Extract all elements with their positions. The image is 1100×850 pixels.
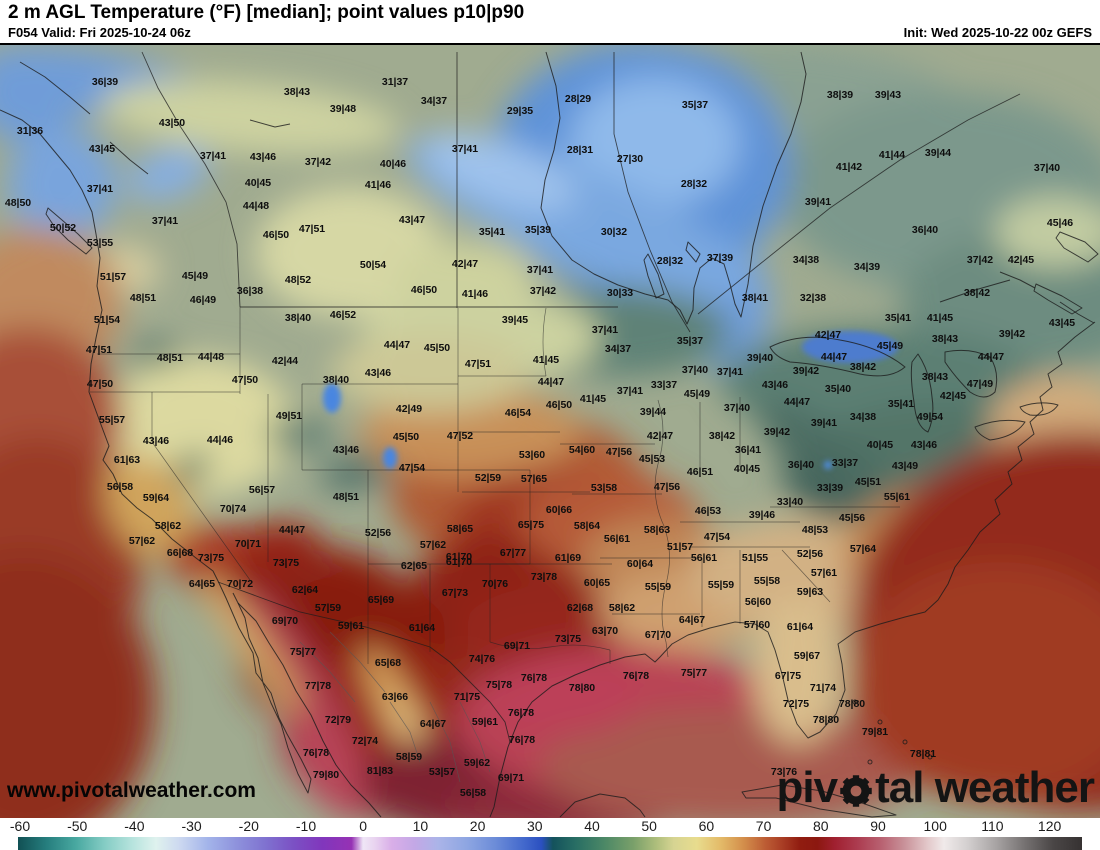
colorbar (18, 837, 1082, 850)
country-borders (141, 51, 1021, 743)
colorbar-tick-label: 100 (923, 818, 947, 834)
colorbar-tick-label: -10 (295, 818, 317, 834)
colorbar-tick-label: 0 (359, 818, 368, 834)
brand-suffix: tal weather (875, 763, 1095, 812)
colorbar-tick-label: -50 (67, 818, 88, 834)
mexico-state-borders (299, 631, 491, 783)
brand-prefix: piv (776, 763, 839, 812)
temperature-blobs (0, 45, 1100, 818)
colorbar-tick-label: 80 (813, 818, 829, 834)
init-time-label: Init: Wed 2025-10-22 00z GEFS (903, 25, 1092, 40)
colorbar-tick-label: 30 (527, 818, 543, 834)
colorbar-tick-label: 90 (870, 818, 886, 834)
page-title: 2 m AGL Temperature (°F) [median]; point… (8, 2, 525, 23)
coastlines (0, 51, 1099, 818)
colorbar-tick-label: 50 (641, 818, 657, 834)
colorbar-tick-label: -60 (9, 818, 31, 834)
colorbar-tick-label: 110 (981, 818, 1004, 834)
brand-watermark: piv tal weather (776, 763, 1095, 813)
gear-icon (840, 775, 872, 807)
colorbar-tick-label: 10 (412, 818, 429, 834)
lakes (323, 331, 898, 469)
state-borders (90, 307, 900, 664)
colorbar-tick-label: -30 (181, 818, 202, 834)
temperature-field (0, 45, 1100, 818)
colorbar-tick-label: 120 (1037, 818, 1062, 834)
valid-time-label: F054 Valid: Fri 2025-10-24 06z (8, 25, 191, 40)
colorbar-tick-label: -20 (238, 818, 259, 834)
colorbar-tick-label: 70 (755, 818, 772, 834)
colorbar-tick-label: 20 (469, 818, 486, 834)
watermark-url: www.pivotalweather.com (7, 779, 256, 802)
weather-map[interactable] (0, 43, 1100, 818)
colorbar-tick-label: -40 (124, 818, 145, 834)
colorbar-tick-label: 40 (584, 818, 600, 834)
colorbar-tick-label: 60 (698, 818, 715, 834)
